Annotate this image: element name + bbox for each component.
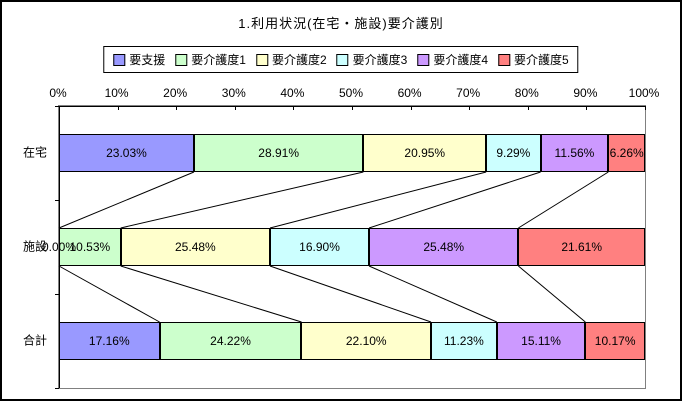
legend-label: 要介護度1 <box>191 53 246 67</box>
legend: 要支援 要介護度1 要介護度2 要介護度3 要介護度4 要介護度5 <box>103 46 579 73</box>
chart-title: 1.利用状況(在宅・施設)要介護別 <box>238 16 444 31</box>
bar-segment <box>496 322 586 360</box>
legend-label: 要介護度5 <box>514 53 569 67</box>
x-axis-tick-label: 20% <box>163 86 188 100</box>
x-axis-tick-label: 100% <box>628 86 660 100</box>
segment-data-label: 24.22% <box>210 334 251 348</box>
legend-item-2: 要介護度1 <box>175 51 246 68</box>
segment-data-label: 10.17% <box>594 334 636 348</box>
legend-swatch-icon <box>498 53 511 66</box>
segment-data-label: 15.11% <box>521 334 561 348</box>
category-label: 在宅 <box>23 145 48 160</box>
legend-swatch-icon <box>336 53 349 66</box>
category-label: 合計 <box>23 333 48 348</box>
segment-data-label: 25.48% <box>423 240 465 254</box>
legend-swatch-icon <box>113 53 126 66</box>
legend-item-5: 要介護度4 <box>417 51 488 68</box>
segment-data-label: 22.10% <box>345 334 387 348</box>
x-axis-tick-label: 60% <box>397 86 422 100</box>
bar-segment <box>518 228 645 266</box>
bar-segment <box>159 322 302 360</box>
bar-segment <box>486 134 541 172</box>
legend-label: 要介護度2 <box>271 53 327 67</box>
x-axis-tick-label: 50% <box>338 86 364 100</box>
bar-segment <box>585 322 645 360</box>
x-axis-tick-label: 10% <box>104 86 129 100</box>
segment-data-label: 28.91% <box>258 146 300 160</box>
legend-label: 要介護度4 <box>433 53 489 67</box>
segment-data-label: 25.48% <box>175 240 216 254</box>
x-axis-tick-label: 40% <box>280 86 305 100</box>
bar-segment <box>430 322 497 360</box>
segment-data-label: 10.53% <box>69 240 111 254</box>
segment-data-label: 21.61% <box>561 240 603 254</box>
legend-item-3: 要介護度2 <box>255 51 327 68</box>
bar-segment <box>59 322 160 360</box>
bar-segment <box>369 228 519 266</box>
segment-data-label: 17.16% <box>88 334 130 348</box>
legend-swatch-icon <box>255 53 268 66</box>
plot-area: 23.03% 28.91% 20.95% 9.29% 11.56% 6.26% 0.00% 1… <box>42 105 646 389</box>
legend-label: 要支援 <box>129 53 166 67</box>
bar-segment <box>540 134 609 172</box>
x-axis-tick-label: 80% <box>514 86 539 100</box>
segment-data-label: 23.03% <box>106 146 147 160</box>
x-axis-tick-label: 70% <box>456 86 481 100</box>
segment-data-label: 11.23% <box>443 334 484 348</box>
legend-label: 要介護度3 <box>352 53 408 67</box>
segment-data-label: 0.00% <box>41 240 77 254</box>
bar-segment <box>363 134 487 172</box>
x-axis-tick-label: 90% <box>573 86 598 100</box>
bar-segment <box>301 322 431 360</box>
segment-data-label: 16.90% <box>299 240 340 254</box>
bar-segment <box>608 134 645 172</box>
bar-segment <box>270 228 370 266</box>
x-axis-tick-label: 0% <box>49 86 67 100</box>
segment-data-label: 9.29% <box>496 146 531 160</box>
bar-segment <box>59 134 194 172</box>
legend-item-6: 要介護度5 <box>498 51 569 68</box>
category-label: 施設 <box>23 239 48 254</box>
segment-data-label: 20.95% <box>404 146 446 160</box>
segment-data-label: 6.26% <box>609 146 644 160</box>
legend-swatch-icon <box>175 53 188 66</box>
legend-item-1: 要支援 <box>113 51 165 68</box>
legend-swatch-icon <box>417 53 430 66</box>
segment-data-label: 11.56% <box>554 146 595 160</box>
bar-segment <box>120 228 271 266</box>
x-axis-tick-label: 30% <box>221 86 246 100</box>
bar-segment <box>193 134 364 172</box>
bar-segment <box>59 228 121 266</box>
legend-item-4: 要介護度3 <box>336 51 408 68</box>
